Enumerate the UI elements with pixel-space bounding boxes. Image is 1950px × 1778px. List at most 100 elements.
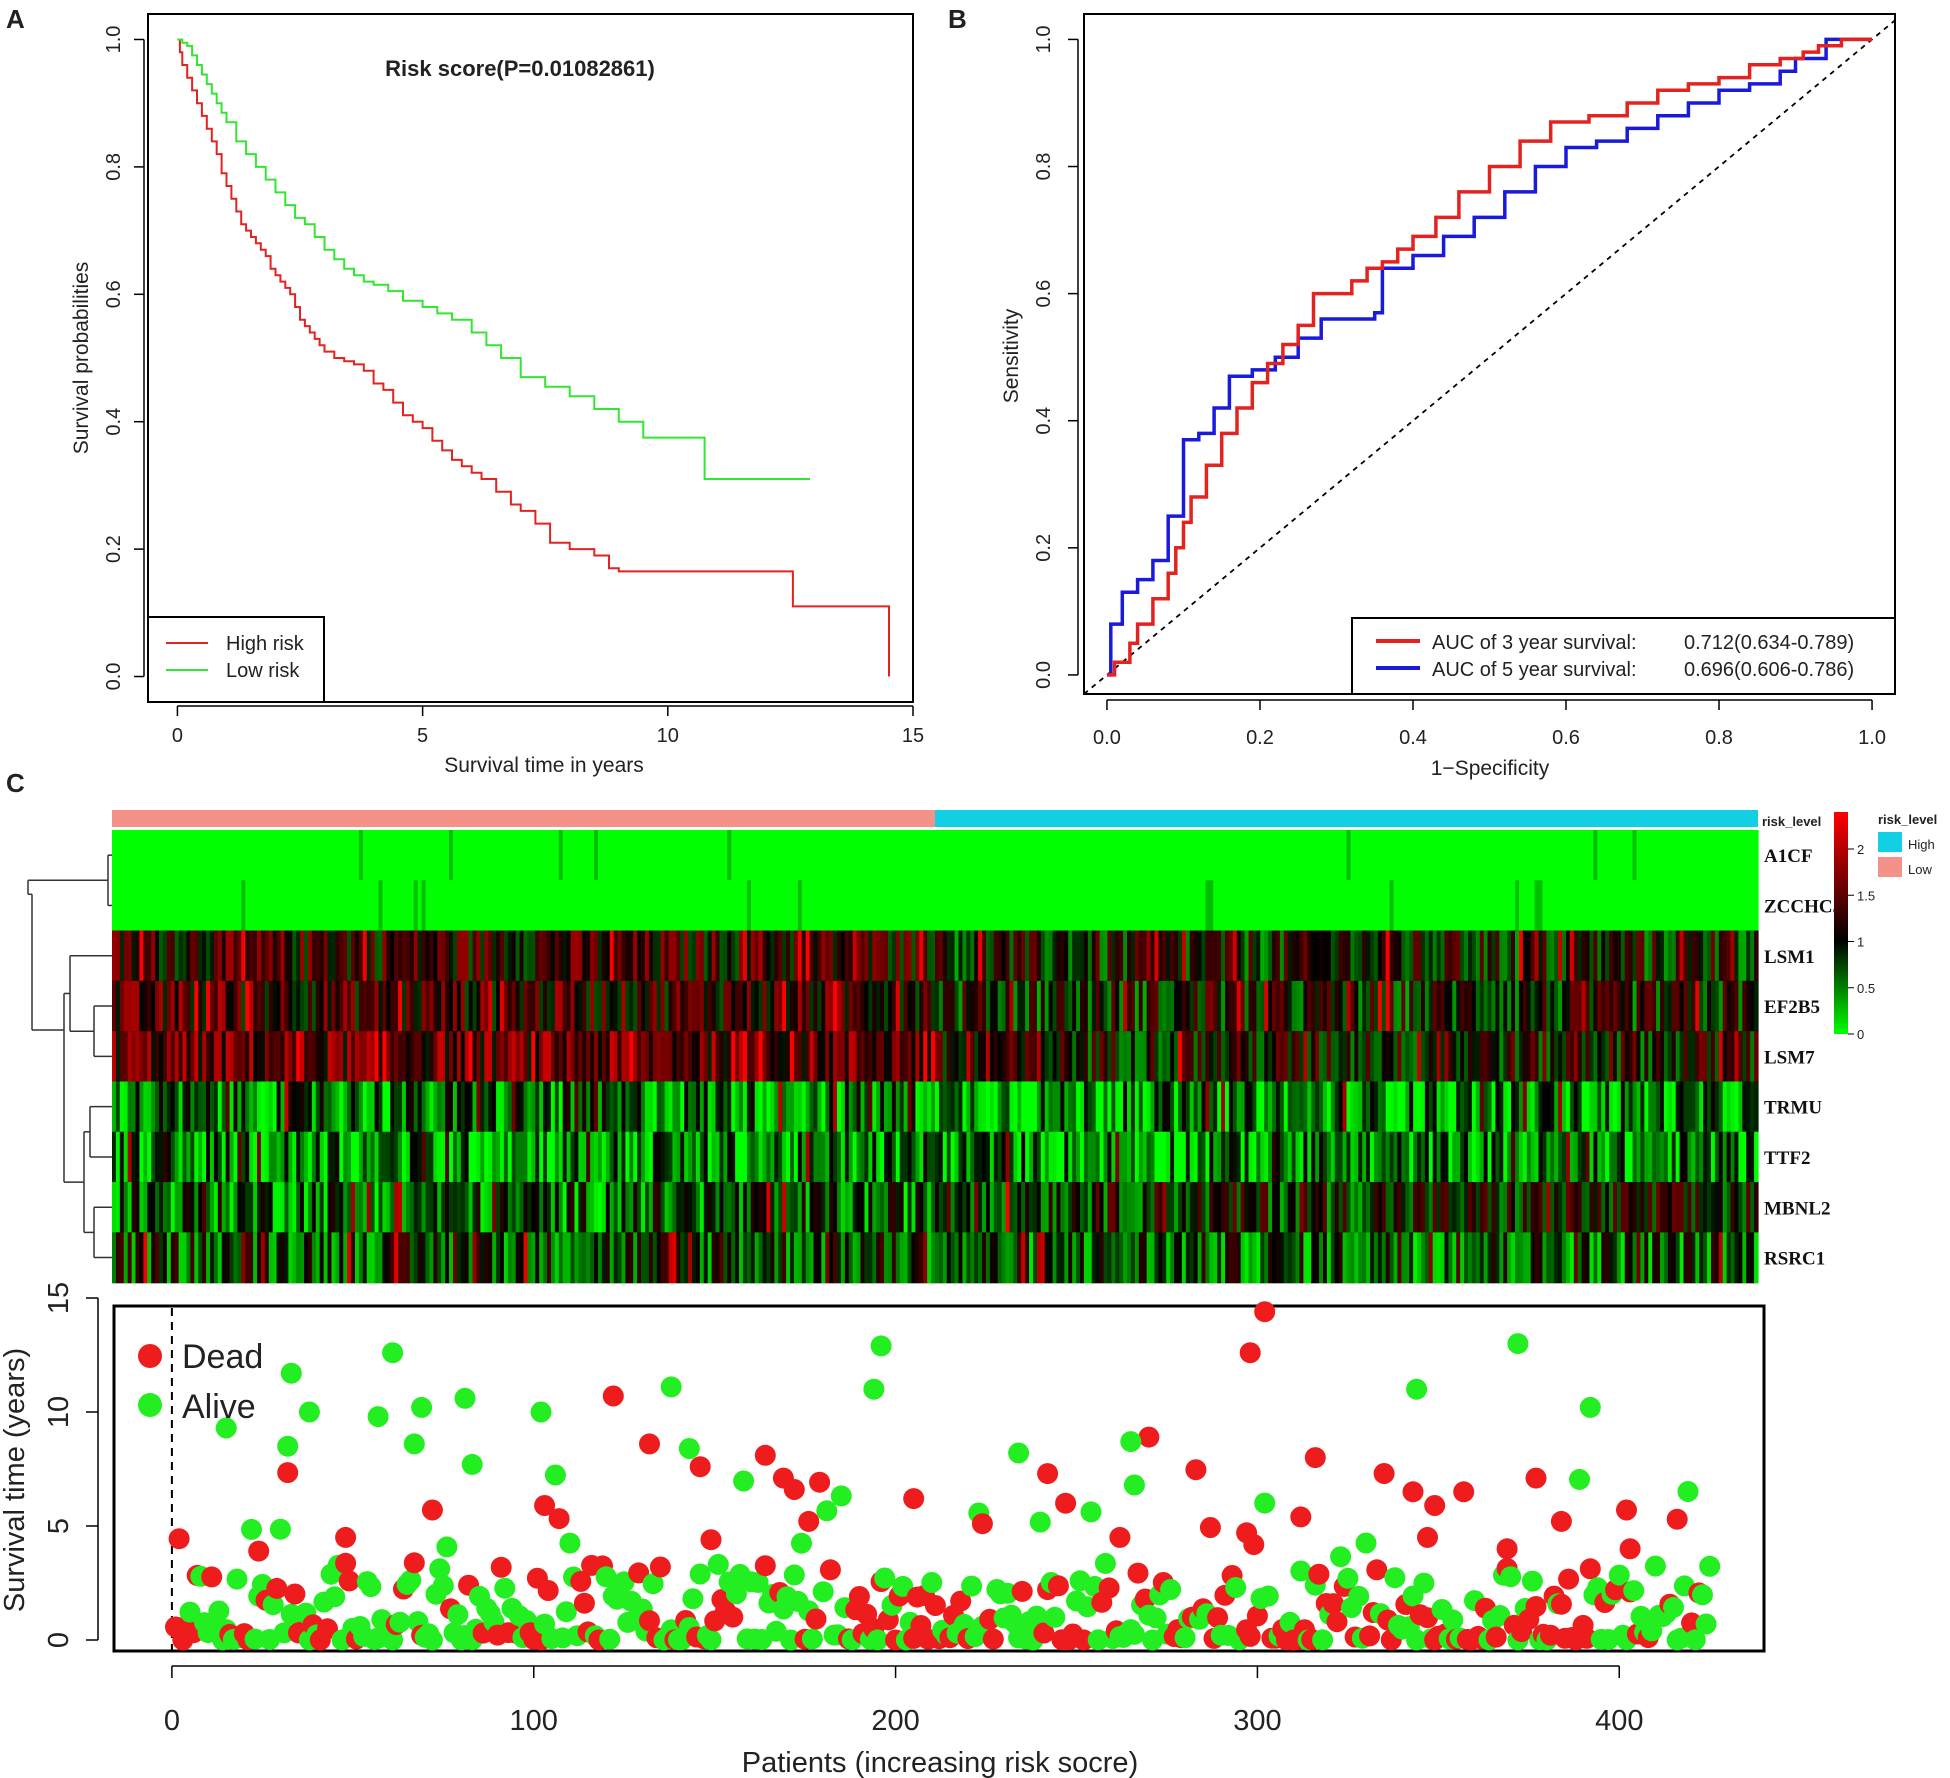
heatmap-cell bbox=[731, 1182, 736, 1233]
heatmap-cell bbox=[742, 1182, 748, 1233]
heatmap-cell bbox=[1436, 1031, 1442, 1082]
heatmap-cell bbox=[1209, 830, 1214, 881]
heatmap-cell bbox=[1260, 980, 1265, 1032]
alive-patient-point bbox=[707, 1553, 729, 1575]
heatmap-cell bbox=[1083, 1031, 1089, 1082]
heatmap-cell bbox=[621, 980, 626, 1032]
heatmap-cell bbox=[1436, 980, 1442, 1032]
heatmap-cell bbox=[844, 880, 850, 932]
heatmap-cell bbox=[1726, 1031, 1732, 1082]
heatmap-cell bbox=[445, 1182, 450, 1233]
heatmap-cell bbox=[1303, 1232, 1308, 1284]
heatmap-cell bbox=[1373, 1131, 1379, 1183]
heatmap-cell bbox=[793, 930, 799, 982]
roc-legend-5yr-label: AUC of 5 year survival: bbox=[1432, 659, 1637, 681]
heatmap-cell bbox=[1283, 830, 1289, 881]
heatmap-cell bbox=[535, 1081, 540, 1133]
heatmap-cell bbox=[613, 1031, 619, 1082]
heatmap-cell bbox=[656, 1232, 662, 1284]
heatmap-cell bbox=[1542, 980, 1547, 1032]
heatmap-cell bbox=[954, 1182, 960, 1233]
heatmap-cell bbox=[1083, 1232, 1089, 1284]
heatmap-cell bbox=[715, 980, 721, 1032]
heatmap-cell bbox=[147, 880, 152, 932]
heatmap-cell bbox=[1546, 1081, 1551, 1133]
heatmap-cell bbox=[582, 1081, 587, 1133]
heatmap-cell bbox=[1162, 830, 1167, 881]
heatmap-cell bbox=[1170, 980, 1175, 1032]
heatmap-cell bbox=[1444, 1232, 1449, 1284]
heatmap-cell bbox=[257, 1182, 262, 1233]
heatmap-cell bbox=[1040, 1131, 1046, 1183]
heatmap-cell bbox=[1209, 1182, 1214, 1233]
heatmap-cell bbox=[1319, 1232, 1324, 1284]
heatmap-cell bbox=[292, 1131, 297, 1183]
heatmap-cell bbox=[1123, 930, 1128, 982]
heatmap-cell bbox=[1393, 830, 1399, 881]
heatmap-cell bbox=[833, 1182, 838, 1233]
heatmap-cell bbox=[1107, 880, 1112, 932]
heatmap-cell bbox=[719, 1131, 724, 1183]
heatmap-cell bbox=[578, 1081, 583, 1133]
heatmap-cell bbox=[1205, 1081, 1210, 1133]
heatmap-cell bbox=[1393, 1182, 1399, 1233]
heatmap-cell bbox=[907, 1081, 913, 1133]
heatmap-cell bbox=[613, 1131, 619, 1183]
heatmap-cell bbox=[511, 1131, 517, 1183]
heatmap-cell bbox=[1440, 1182, 1446, 1233]
heatmap-cell bbox=[1197, 930, 1203, 982]
heatmap-cell bbox=[719, 880, 724, 932]
heatmap-cell bbox=[1518, 1031, 1524, 1082]
heatmap-cell bbox=[1009, 1182, 1014, 1233]
heatmap-cell bbox=[656, 1031, 662, 1082]
heatmap-cell bbox=[1326, 830, 1332, 881]
heatmap-cell bbox=[1056, 1081, 1062, 1133]
heatmap-cell bbox=[1585, 1232, 1591, 1284]
heatmap-cell bbox=[1342, 1081, 1348, 1133]
heatmap-cell bbox=[1158, 1081, 1163, 1133]
heatmap-cell bbox=[1315, 1081, 1320, 1133]
heatmap-cell bbox=[1240, 1232, 1246, 1284]
heatmap-cell bbox=[1471, 1031, 1477, 1082]
heatmap-cell bbox=[159, 980, 164, 1032]
heatmap-cell bbox=[398, 1131, 403, 1183]
heatmap-cell bbox=[123, 1081, 129, 1133]
heatmap-cell bbox=[676, 980, 681, 1032]
heatmap-cell bbox=[1409, 1131, 1414, 1183]
heatmap-cell bbox=[503, 1182, 509, 1233]
heatmap-cell bbox=[735, 1182, 740, 1233]
heatmap-cell bbox=[1287, 830, 1293, 881]
heatmap-cell bbox=[617, 980, 623, 1032]
heatmap-cell bbox=[492, 1031, 497, 1082]
heatmap-cell bbox=[1683, 980, 1689, 1032]
heatmap-cell bbox=[1264, 880, 1269, 932]
heatmap-cell bbox=[1130, 1031, 1136, 1082]
heatmap-cell bbox=[1005, 1031, 1011, 1082]
heatmap-cell bbox=[527, 1182, 532, 1233]
heatmap-cell bbox=[260, 1081, 266, 1133]
heatmap-cell bbox=[1123, 830, 1128, 881]
heatmap-cell bbox=[597, 1131, 603, 1183]
heatmap-cell bbox=[1354, 980, 1359, 1032]
heatmap-cell bbox=[1052, 980, 1058, 1032]
heatmap-cell bbox=[864, 880, 869, 932]
heatmap-cell bbox=[1256, 930, 1261, 982]
heatmap-cell bbox=[1228, 1232, 1234, 1284]
heatmap-cell bbox=[1107, 1081, 1112, 1133]
heatmap-cell bbox=[1703, 1031, 1708, 1082]
heatmap-cell bbox=[217, 880, 223, 932]
heatmap-cell bbox=[864, 1081, 869, 1133]
heatmap-cell bbox=[260, 980, 266, 1032]
heatmap-cell bbox=[754, 1232, 760, 1284]
heatmap-cell bbox=[331, 1031, 336, 1082]
heatmap-cell bbox=[1080, 980, 1085, 1032]
heatmap-cell bbox=[1573, 880, 1579, 932]
heatmap-cell bbox=[319, 1131, 325, 1183]
heatmap-cell bbox=[1479, 1131, 1485, 1183]
heatmap-cell bbox=[872, 980, 877, 1032]
heatmap-cell bbox=[938, 1031, 944, 1082]
heatmap-cell bbox=[1138, 980, 1144, 1032]
heatmap-cell bbox=[496, 830, 501, 881]
heatmap-cell bbox=[425, 1081, 431, 1133]
heatmap-cell bbox=[1127, 980, 1132, 1032]
